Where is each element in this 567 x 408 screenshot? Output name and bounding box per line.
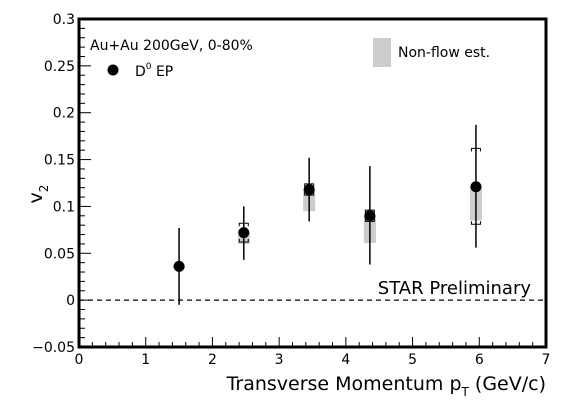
legend: D0 EP Non-flow est.	[107, 38, 490, 80]
preliminary-annotation: STAR Preliminary	[378, 278, 532, 299]
sys-bracket-bottom	[304, 192, 315, 196]
y-tick-label: −0.05	[32, 340, 75, 356]
data-point	[364, 210, 376, 222]
sys-bracket-top	[470, 147, 481, 152]
legend-nonflow-label: Non-flow est.	[398, 45, 490, 61]
x-tick-label: 7	[542, 352, 551, 368]
legend-marker-d0	[107, 64, 119, 76]
y-axis-title: v2	[25, 185, 51, 204]
data-point	[173, 260, 185, 272]
sys-bracket-top	[364, 209, 375, 214]
legend-label-d0-name: D	[135, 64, 146, 80]
legend-label-d0-suffix: EP	[152, 64, 174, 80]
data-point	[238, 227, 250, 239]
x-axis-title-sub: T	[461, 385, 470, 399]
legend-label-d0-sup: 0	[146, 62, 152, 72]
x-tick-label: 5	[408, 352, 417, 368]
sys-bracket-bottom	[470, 221, 481, 225]
y-tick-label: 0.2	[53, 106, 75, 122]
x-tick-label: 0	[75, 352, 84, 368]
y-tick-label: 0	[66, 293, 75, 309]
x-tick-label: 2	[208, 352, 217, 368]
nonflow-bands	[173, 186, 482, 269]
y-tick-label: 0.3	[53, 12, 75, 28]
data-point	[303, 184, 315, 196]
x-axis-title-main: Transverse Momentum p	[226, 373, 462, 395]
legend-label-d0: D0 EP	[135, 62, 173, 80]
x-axis-title: Transverse Momentum pT (GeV/c)	[226, 373, 546, 399]
legend-nonflow-swatch	[373, 38, 391, 67]
x-tick-label: 3	[275, 352, 284, 368]
x-axis-title-suffix: (GeV/c)	[469, 373, 546, 395]
y-tick-label: 0.25	[44, 59, 75, 75]
sys-bracket-top	[304, 183, 315, 187]
y-axis-title-main: v	[25, 192, 47, 203]
data-point	[470, 181, 482, 193]
x-tick-label: 6	[475, 352, 484, 368]
y-tick-label: 0.1	[53, 199, 75, 215]
data-points	[173, 124, 482, 305]
sys-bracket-bottom	[238, 239, 249, 243]
x-tick-label: 4	[341, 352, 350, 368]
y-tick-label: 0.15	[44, 153, 75, 169]
y-axis-title-sub: 2	[37, 185, 51, 193]
plot-frame	[77, 17, 548, 349]
y-tick-label: 0.05	[44, 246, 75, 262]
system-annotation: Au+Au 200GeV, 0-80%	[90, 38, 253, 54]
sys-bracket-top	[238, 222, 249, 227]
sys-bracket-bottom	[364, 218, 375, 222]
x-tick-label: 1	[141, 352, 150, 368]
